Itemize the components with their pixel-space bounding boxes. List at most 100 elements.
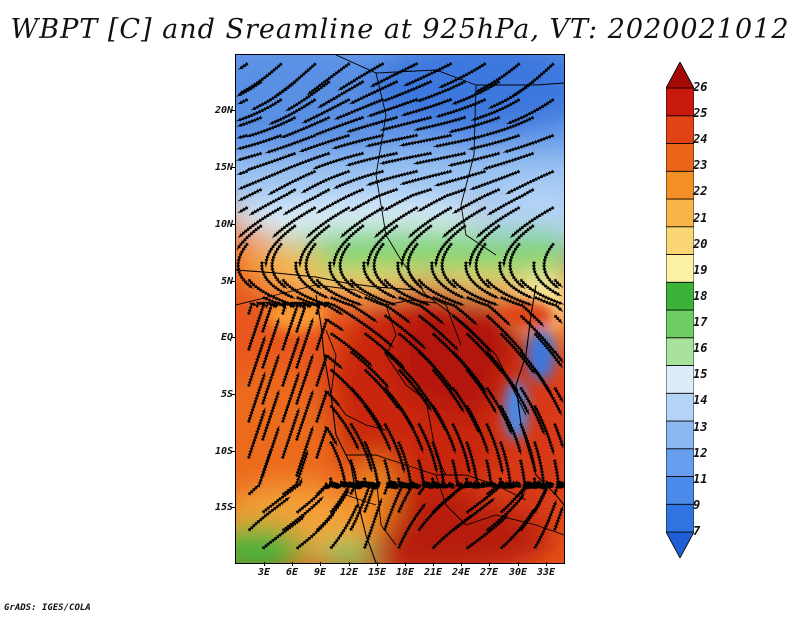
- colorbar-label: 25: [693, 106, 708, 121]
- lon-label: 27E: [479, 567, 499, 578]
- colorbar-segment: [666, 448, 694, 477]
- lat-tick: [231, 451, 236, 452]
- colorbar-segment: [666, 87, 694, 117]
- lon-tick: [292, 562, 293, 566]
- lat-tick: [231, 281, 236, 282]
- colorbar-segment: [666, 143, 694, 172]
- lon-label: 33E: [536, 567, 556, 578]
- wbpt-streamline-map: [236, 55, 564, 563]
- chart-title: WBPT [C] and Sreamline at 925hPa, VT: 20…: [10, 14, 790, 45]
- colorbar-segment: [666, 226, 694, 255]
- lon-label: 24E: [451, 567, 471, 578]
- streamline: [532, 499, 557, 550]
- streamline: [247, 447, 272, 496]
- streamline: [482, 151, 535, 170]
- lat-label: 5S: [220, 389, 233, 400]
- map-svg: [236, 55, 564, 563]
- lon-label: 9E: [313, 567, 327, 578]
- streamline: [498, 404, 522, 455]
- colorbar-label: 21: [693, 210, 708, 225]
- lat-tick: [231, 394, 236, 395]
- colorbar-label: 24: [693, 132, 708, 147]
- streamline: [483, 115, 535, 137]
- streamline: [236, 242, 254, 290]
- lat-tick: [231, 110, 236, 111]
- lat-tick: [231, 167, 236, 168]
- colorbar-label: 11: [693, 471, 708, 486]
- streamline: [552, 422, 564, 449]
- streamline: [314, 390, 341, 424]
- streamline: [499, 507, 536, 550]
- streamline: [396, 502, 427, 550]
- colorbar-label: 18: [693, 288, 708, 303]
- streamline: [532, 404, 555, 456]
- colorbar-label: 15: [693, 367, 708, 382]
- streamline: [553, 278, 564, 288]
- lat-label: 15S: [214, 502, 233, 513]
- colorbar-segment: [666, 503, 694, 533]
- colorbar-label: 23: [693, 158, 708, 173]
- colorbar-segment: [666, 420, 694, 450]
- lon-tick: [433, 562, 434, 566]
- streamline: [314, 318, 345, 352]
- colorbar-segment: [666, 309, 694, 339]
- streamline: [280, 407, 300, 460]
- colorbar-segment: [666, 170, 694, 200]
- colorbar-segment: [666, 115, 694, 144]
- lon-label: 6E: [285, 567, 299, 578]
- colorbar-label: 9: [693, 497, 701, 512]
- lat-label: 10S: [214, 446, 233, 457]
- lat-label: 15N: [214, 162, 233, 173]
- software-credit: GrADS: IGES/COLA: [4, 603, 91, 613]
- lon-tick: [546, 562, 547, 566]
- streamline: [314, 354, 344, 388]
- lon-tick: [349, 562, 350, 566]
- lon-label: 18E: [395, 567, 415, 578]
- lon-label: 15E: [367, 567, 387, 578]
- colorbar-label: 12: [693, 445, 708, 460]
- streamline: [553, 350, 564, 364]
- streamline: [533, 368, 563, 416]
- streamline: [329, 502, 359, 550]
- colorbar-segment: [666, 392, 694, 422]
- streamline: [382, 481, 406, 532]
- streamline: [552, 481, 564, 496]
- lon-tick: [264, 562, 265, 566]
- lon-tick: [320, 562, 321, 566]
- lon-tick: [489, 562, 490, 566]
- colorbar-segment: [666, 62, 694, 89]
- colorbar-label: 13: [693, 419, 708, 434]
- colorbar-segment: [666, 531, 694, 558]
- lon-label: 21E: [423, 567, 443, 578]
- streamline: [553, 386, 564, 403]
- lon-tick: [461, 562, 462, 566]
- colorbar-segment: [666, 281, 694, 311]
- colorbar-segment: [666, 476, 694, 505]
- streamline: [534, 295, 564, 313]
- colorbar: [666, 62, 694, 558]
- lon-label: 3E: [257, 567, 271, 578]
- streamlines: [236, 61, 564, 551]
- colorbar-label: 17: [693, 315, 708, 330]
- streamline: [502, 133, 555, 153]
- colorbar-segment: [666, 337, 694, 366]
- lat-tick: [231, 337, 236, 338]
- lon-tick: [377, 562, 378, 566]
- lat-tick: [231, 224, 236, 225]
- colorbar-label: 26: [693, 80, 708, 94]
- streamline: [553, 314, 563, 324]
- colorbar-label: 14: [693, 393, 708, 408]
- lon-tick: [405, 562, 406, 566]
- colorbar-segment: [666, 254, 694, 283]
- colorbar-label: 16: [693, 341, 708, 356]
- colorbar-segment: [666, 365, 694, 394]
- streamline: [362, 497, 383, 550]
- colorbar-label: 19: [693, 262, 708, 277]
- colorbar-label: 22: [693, 184, 708, 199]
- colorbar-label: 7: [693, 524, 701, 538]
- lat-tick: [231, 507, 236, 508]
- lon-tick: [518, 562, 519, 566]
- lat-label: 5N: [220, 276, 233, 287]
- colorbar-label: 20: [693, 236, 708, 251]
- lon-label: 30E: [508, 567, 528, 578]
